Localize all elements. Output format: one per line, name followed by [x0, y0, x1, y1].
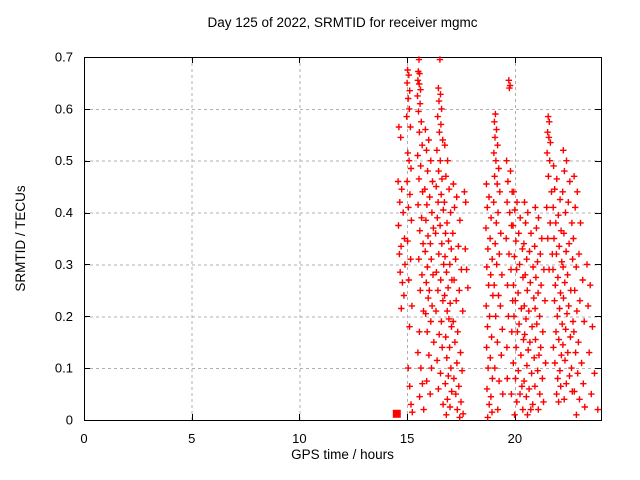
y-tick-label: 0.7	[55, 50, 73, 65]
y-tick-label: 0.6	[55, 101, 73, 116]
y-tick-label: 0.2	[55, 309, 73, 324]
y-tick-label: 0.5	[55, 153, 73, 168]
grid-lines	[84, 57, 601, 420]
x-axis-label: GPS time / hours	[291, 447, 394, 462]
x-tick-label: 0	[80, 431, 87, 446]
y-tick-label: 0.4	[55, 205, 73, 220]
x-tick-label: 10	[292, 431, 306, 446]
tick-labels: 0 5 10 15 20 0 0.1 0.2 0.3 0.4 0.5 0.6 0.7	[55, 50, 522, 447]
scatter-points	[394, 56, 601, 421]
dense-cluster-marker	[392, 409, 401, 418]
x-tick-label: 5	[188, 431, 195, 446]
tick-marks	[84, 57, 601, 421]
chart-title: Day 125 of 2022, SRMTID for receiver mgm…	[207, 15, 478, 30]
y-tick-label: 0	[66, 413, 73, 428]
y-tick-label: 0.3	[55, 257, 73, 272]
axis-border	[84, 57, 602, 421]
x-tick-label: 15	[400, 431, 414, 446]
x-tick-label: 20	[508, 431, 522, 446]
y-tick-label: 0.1	[55, 361, 73, 376]
